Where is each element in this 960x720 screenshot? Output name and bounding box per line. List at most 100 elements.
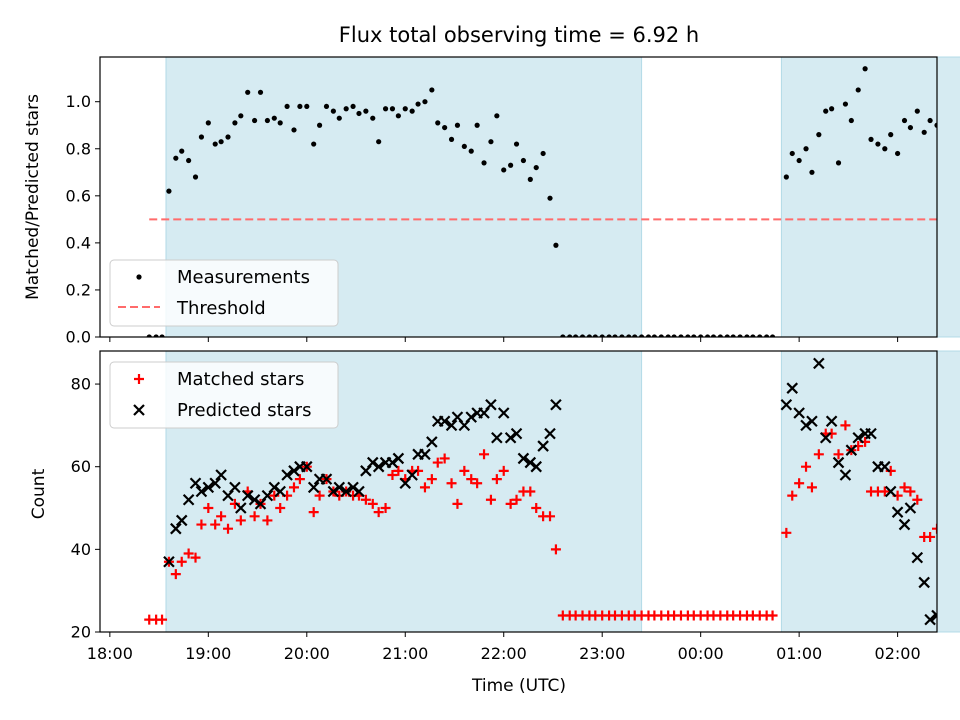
matched-stars-point (472, 478, 483, 489)
measurements-point (612, 334, 618, 337)
measurements-point (297, 103, 303, 110)
predicted-stars-point (189, 477, 202, 490)
measurements-point (698, 334, 704, 337)
measurements-point (376, 139, 382, 145)
measurements-point (316, 122, 323, 128)
matched-stars-point (190, 552, 201, 563)
matched-stars-point (196, 519, 207, 530)
measurements-point (829, 106, 835, 112)
predicted-stars-point (839, 469, 852, 481)
measurements-point (363, 108, 369, 114)
measurements-point (186, 157, 192, 164)
measurements-point (415, 101, 421, 107)
predicted-stars-point (819, 432, 832, 444)
matched-stars-point (294, 474, 305, 485)
top-legend: Measurements Threshold (109, 259, 339, 327)
matched-stars-point (879, 486, 890, 497)
predicted-stars-point (832, 456, 845, 469)
measurements-point (257, 89, 264, 95)
predicted-stars-point (347, 481, 359, 494)
matched-stars-point (912, 494, 923, 505)
measurements-point (422, 99, 428, 105)
measurements-point (218, 139, 224, 145)
predicted-stars-point (340, 485, 352, 498)
measurements-point (895, 150, 901, 157)
measurements-point (658, 334, 664, 337)
predicted-stars-point (419, 448, 431, 461)
measurements-point (710, 334, 717, 337)
predicted-stars-point (195, 485, 208, 498)
measurements-point (264, 117, 270, 124)
matched-stars-point (275, 503, 286, 514)
bottom-plot-panel: 20 40 60 80 18:00 19:00 20:00 21:00 22:00 23:00 00… (71, 350, 960, 663)
measurements-point (402, 106, 408, 112)
measurements-point (848, 117, 854, 124)
measurements-point (468, 148, 474, 154)
measurements-point (750, 334, 756, 337)
measurements-point (730, 334, 736, 337)
matched-stars-point (419, 482, 430, 493)
measurements-point (592, 334, 598, 337)
measurements-point (579, 334, 586, 337)
measurements-point (769, 334, 776, 337)
matched-stars-point (452, 498, 463, 509)
matched-stars-point (787, 490, 798, 501)
predicted-stars-point (517, 452, 530, 465)
predicted-stars-point (491, 432, 503, 444)
measurements-point (862, 66, 868, 72)
predicted-stars-point (327, 485, 340, 498)
measurements-point (816, 132, 822, 138)
predicted-stars-point (485, 398, 497, 411)
predicted-stars-point (845, 444, 858, 456)
measurements-point (513, 141, 520, 147)
measurements-point (671, 334, 677, 337)
matched-stars-point (781, 527, 792, 538)
predicted-stars-point (510, 427, 523, 440)
matched-stars-point (183, 548, 194, 559)
measurements-point (553, 242, 559, 248)
predicted-stars-point (268, 481, 281, 494)
bottom-y-tick-label: 20 (71, 623, 91, 642)
matched-stars-point (269, 490, 280, 501)
measurements-point (488, 139, 494, 145)
matched-stars-point (885, 465, 896, 476)
matched-stars-point (511, 494, 522, 505)
measurements-point (481, 160, 487, 166)
matched-stars-point (360, 494, 371, 505)
matched-stars-point (223, 523, 234, 534)
predicted-stars-point (301, 460, 313, 473)
predicted-stars-point (918, 576, 930, 589)
matched-stars-point (905, 486, 916, 497)
predicted-stars-point (544, 427, 556, 440)
predicted-stars-point (333, 481, 346, 494)
matched-stars-point (235, 515, 246, 526)
measurements-point (251, 117, 258, 124)
matched-stars-point (505, 498, 516, 509)
matched-stars-point (426, 474, 437, 485)
x-axis-label: Time (UTC) (471, 676, 566, 696)
measurements-point (429, 87, 435, 93)
matched-stars-point (308, 507, 319, 518)
matched-stars-point (826, 428, 837, 439)
predicted-stars-point (202, 481, 215, 494)
measurements-point (914, 108, 920, 114)
matched-stars-point (479, 449, 490, 460)
matched-stars-point (794, 478, 805, 489)
predicted-stars-point (445, 419, 458, 432)
measurements-point (934, 122, 937, 128)
measurements-point (192, 174, 199, 180)
legend-measurements-marker (136, 274, 142, 280)
measurements-point (205, 120, 211, 126)
x-tick-label: 20:00 (284, 644, 330, 663)
measurements-point (704, 334, 711, 337)
matched-stars-point (262, 515, 273, 526)
measurements-point (350, 103, 356, 110)
measurements-point (875, 141, 881, 147)
matched-stars-point (485, 494, 496, 505)
top-y-tick-label: 0.4 (66, 233, 91, 252)
predicted-stars-point (504, 432, 517, 444)
matched-stars-point (498, 465, 509, 476)
measurements-point (691, 334, 697, 337)
matched-stars-point (531, 503, 542, 514)
measurements-point (198, 134, 205, 140)
